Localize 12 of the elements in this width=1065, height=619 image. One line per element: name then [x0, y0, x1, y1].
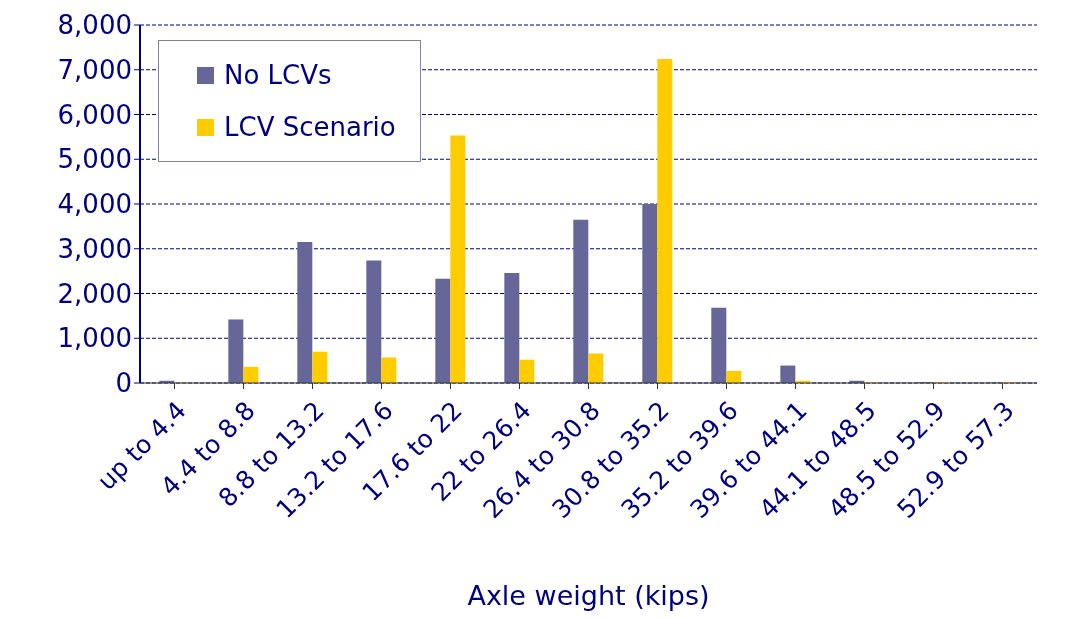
y-tick-label: 0 [115, 368, 132, 399]
y-tick-label: 8,000 [57, 10, 132, 41]
y-tick-label: 7,000 [57, 54, 132, 85]
y-tick-label: 5,000 [57, 144, 132, 175]
y-tick-label: 6,000 [57, 99, 132, 130]
y-tick-label: 1,000 [57, 323, 132, 354]
legend-label: No LCVs [224, 59, 332, 92]
y-tick-label: 2,000 [57, 278, 132, 309]
legend-label: LCV Scenario [224, 111, 396, 144]
y-tick-label: 3,000 [57, 233, 132, 264]
y-tick-label: 4,000 [57, 189, 132, 220]
x-axis-title: Axle weight (kips) [466, 580, 711, 611]
